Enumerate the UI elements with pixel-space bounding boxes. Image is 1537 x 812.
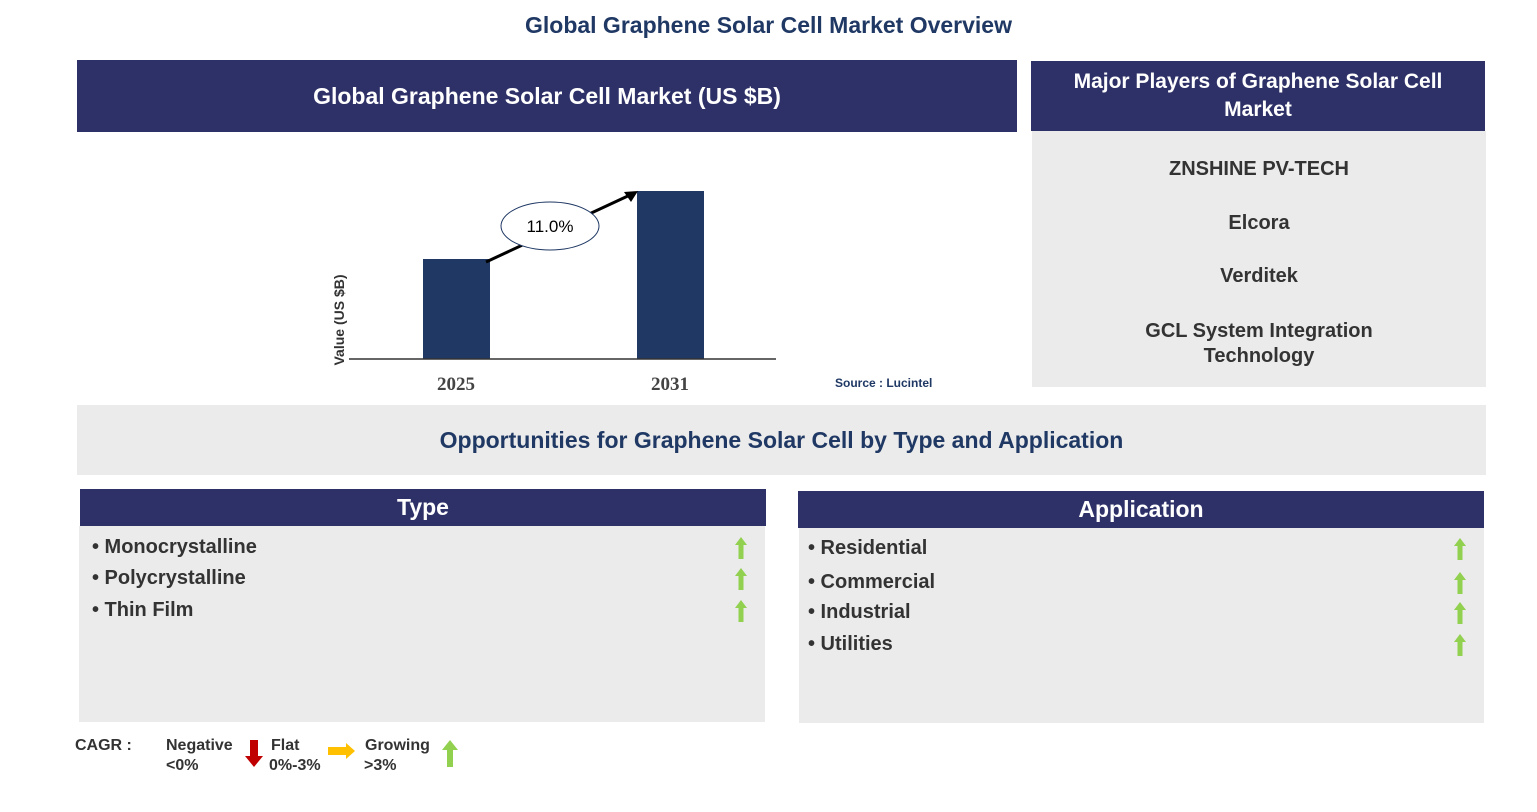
- player-item: GCL System Integration Technology: [1145, 320, 1373, 367]
- up-arrow-icon: [1454, 602, 1466, 624]
- y-axis-label: Value (US $B): [331, 274, 347, 365]
- right-arrow-icon: [328, 743, 355, 759]
- players-header: Major Players of Graphene Solar Cell Mar…: [1031, 61, 1485, 131]
- players-panel: ZNSHINE PV-TECH Elcora Verditek GCL Syst…: [1032, 131, 1486, 387]
- x-tick-label: 2031: [651, 374, 689, 395]
- up-arrow-icon: [1454, 572, 1466, 594]
- application-header: Application: [798, 491, 1484, 528]
- player-item: ZNSHINE PV-TECH: [1168, 158, 1350, 180]
- list-item: • Polycrystalline: [92, 567, 246, 589]
- up-arrow-icon: [442, 740, 458, 767]
- list-item: • Monocrystalline: [92, 536, 257, 558]
- player-item: Elcora: [1228, 212, 1290, 234]
- application-panel: • Residential • Commercial • Industrial • U…: [799, 528, 1484, 723]
- market-chart: Value (US $B) 11.0% 2025 2031 Source : L…: [331, 191, 932, 395]
- legend-growing-range: >3%: [364, 757, 397, 774]
- x-tick-label: 2025: [437, 374, 475, 395]
- up-arrow-icon: [735, 537, 747, 559]
- list-item: • Utilities: [808, 633, 893, 655]
- legend-negative-range: <0%: [166, 757, 199, 774]
- up-arrow-icon: [735, 600, 747, 622]
- market-header: Global Graphene Solar Cell Market (US $B…: [77, 60, 1017, 132]
- legend-flat-range: 0%-3%: [269, 757, 321, 774]
- opportunities-header: Opportunities for Graphene Solar Cell by…: [77, 405, 1486, 475]
- list-item: • Thin Film: [92, 599, 194, 621]
- type-panel: • Monocrystalline • Polycrystalline • Thin…: [79, 526, 765, 722]
- list-item: • Residential: [808, 537, 928, 559]
- up-arrow-icon: [735, 568, 747, 590]
- down-arrow-icon: [245, 740, 263, 767]
- legend-negative: Negative: [166, 737, 233, 754]
- cagr-legend-label: CAGR :: [75, 737, 132, 754]
- arrow-head-icon: [624, 191, 638, 202]
- legend-growing: Growing: [365, 737, 430, 754]
- player-item: Verditek: [1220, 265, 1298, 287]
- up-arrow-icon: [1454, 538, 1466, 560]
- list-item: • Commercial: [808, 571, 936, 593]
- legend-flat: Flat: [271, 737, 300, 754]
- bar-2025: [423, 259, 490, 359]
- page-title: Global Graphene Solar Cell Market Overvi…: [524, 12, 1012, 38]
- type-header: Type: [80, 489, 766, 526]
- cagr-label: 11.0%: [527, 217, 574, 236]
- source-label: Source : Lucintel: [835, 376, 932, 390]
- bar-2031: [637, 191, 704, 359]
- up-arrow-icon: [1454, 634, 1466, 656]
- cagr-ellipse: [500, 201, 600, 251]
- list-item: • Industrial: [808, 601, 911, 623]
